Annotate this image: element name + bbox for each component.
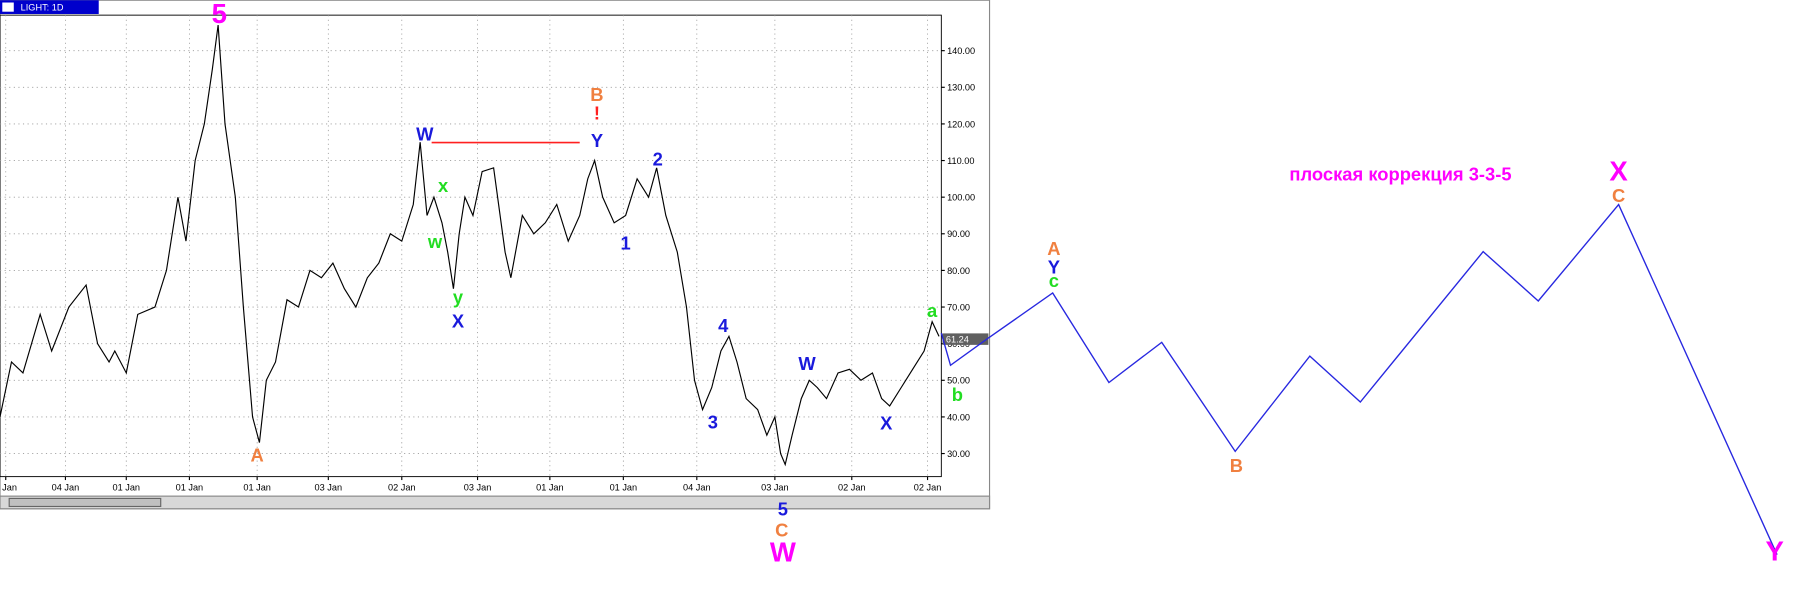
x-tick-label: 02 Jan: [914, 482, 942, 492]
scroll-thumb[interactable]: [8, 497, 162, 508]
wave-label: a: [927, 300, 938, 321]
plot-area: 30.0040.0050.0060.0070.0080.0090.00100.0…: [0, 14, 989, 492]
wave-label: W: [798, 353, 816, 374]
wave-label: w: [427, 231, 443, 252]
wave-label: 4: [718, 315, 729, 336]
heading: плоская коррекция 3-3-5: [1289, 163, 1511, 184]
wave-label: 1: [621, 232, 631, 253]
wave-label: W: [416, 123, 434, 144]
x-tick-label: 01 Jan: [176, 482, 204, 492]
annotations: 5 A W x w y X B ! Y 2 1 4 3 W X a b 5 C …: [212, 0, 1784, 568]
y-tick-label: 110.00: [947, 156, 974, 166]
y-tick-label: 30.00: [947, 449, 970, 459]
wave-label: C: [1612, 185, 1625, 206]
last-price-label: 61.24: [946, 335, 969, 345]
window-title: LIGHT: 1D: [21, 3, 64, 13]
y-tick-label: 90.00: [947, 229, 970, 239]
projection-line: [940, 203, 1778, 555]
x-tick-label: 01 Jan: [610, 482, 638, 492]
wave-label: A: [251, 445, 264, 466]
wave-label: Y: [1766, 535, 1784, 566]
wave-label: Y: [1048, 256, 1060, 277]
wave-label: B: [590, 84, 603, 105]
wave-label: W: [770, 537, 796, 568]
x-tick-label: 01 Jan: [536, 482, 564, 492]
wave-label: B: [1230, 455, 1243, 476]
wave-label: Y: [591, 130, 603, 151]
wave-label: 2: [653, 149, 663, 170]
y-tick-label: 120.00: [947, 119, 975, 129]
wave-label: X: [452, 310, 465, 331]
wave-label: b: [952, 384, 963, 405]
wave-label: !: [594, 103, 600, 124]
wave-label: 3: [708, 411, 718, 432]
y-tick-label: 130.00: [947, 83, 975, 93]
x-tick-label: 04 Jan: [683, 482, 711, 492]
y-tick-label: 140.00: [947, 46, 975, 56]
wave-label: C: [775, 519, 788, 540]
wave-label: X: [1609, 155, 1628, 186]
window-tab: [0, 0, 99, 14]
wave-label: 5: [212, 0, 227, 29]
x-tick-label: 03 Jan: [315, 482, 343, 492]
wave-label: c: [1049, 270, 1059, 291]
y-tick-label: 40.00: [947, 412, 970, 422]
y-tick-label: 80.00: [947, 266, 970, 276]
x-tick-label: 2 Jan: [0, 482, 17, 492]
x-tick-label: 03 Jan: [761, 482, 789, 492]
scrollbar[interactable]: [0, 495, 991, 510]
wave-label: A: [1047, 238, 1060, 259]
x-tick-label: 01 Jan: [243, 482, 271, 492]
x-tick-label: 01 Jan: [113, 482, 141, 492]
x-tick-label: 04 Jan: [52, 482, 80, 492]
wave-label: 5: [778, 499, 788, 520]
y-tick-label: 100.00: [947, 193, 975, 203]
wave-label: X: [880, 413, 893, 434]
window-icon: [2, 2, 14, 12]
wave-label: x: [438, 175, 449, 196]
wave-label: y: [453, 286, 464, 307]
last-price-box: [942, 333, 989, 345]
chart-frame: [0, 0, 991, 510]
y-tick-label: 50.00: [947, 376, 970, 386]
y-tick-label: 70.00: [947, 302, 970, 312]
plot-frame: [0, 14, 942, 478]
x-tick-label: 03 Jan: [464, 482, 492, 492]
price-line: [0, 24, 940, 467]
x-tick-label: 02 Jan: [388, 482, 416, 492]
x-tick-label: 02 Jan: [838, 482, 866, 492]
